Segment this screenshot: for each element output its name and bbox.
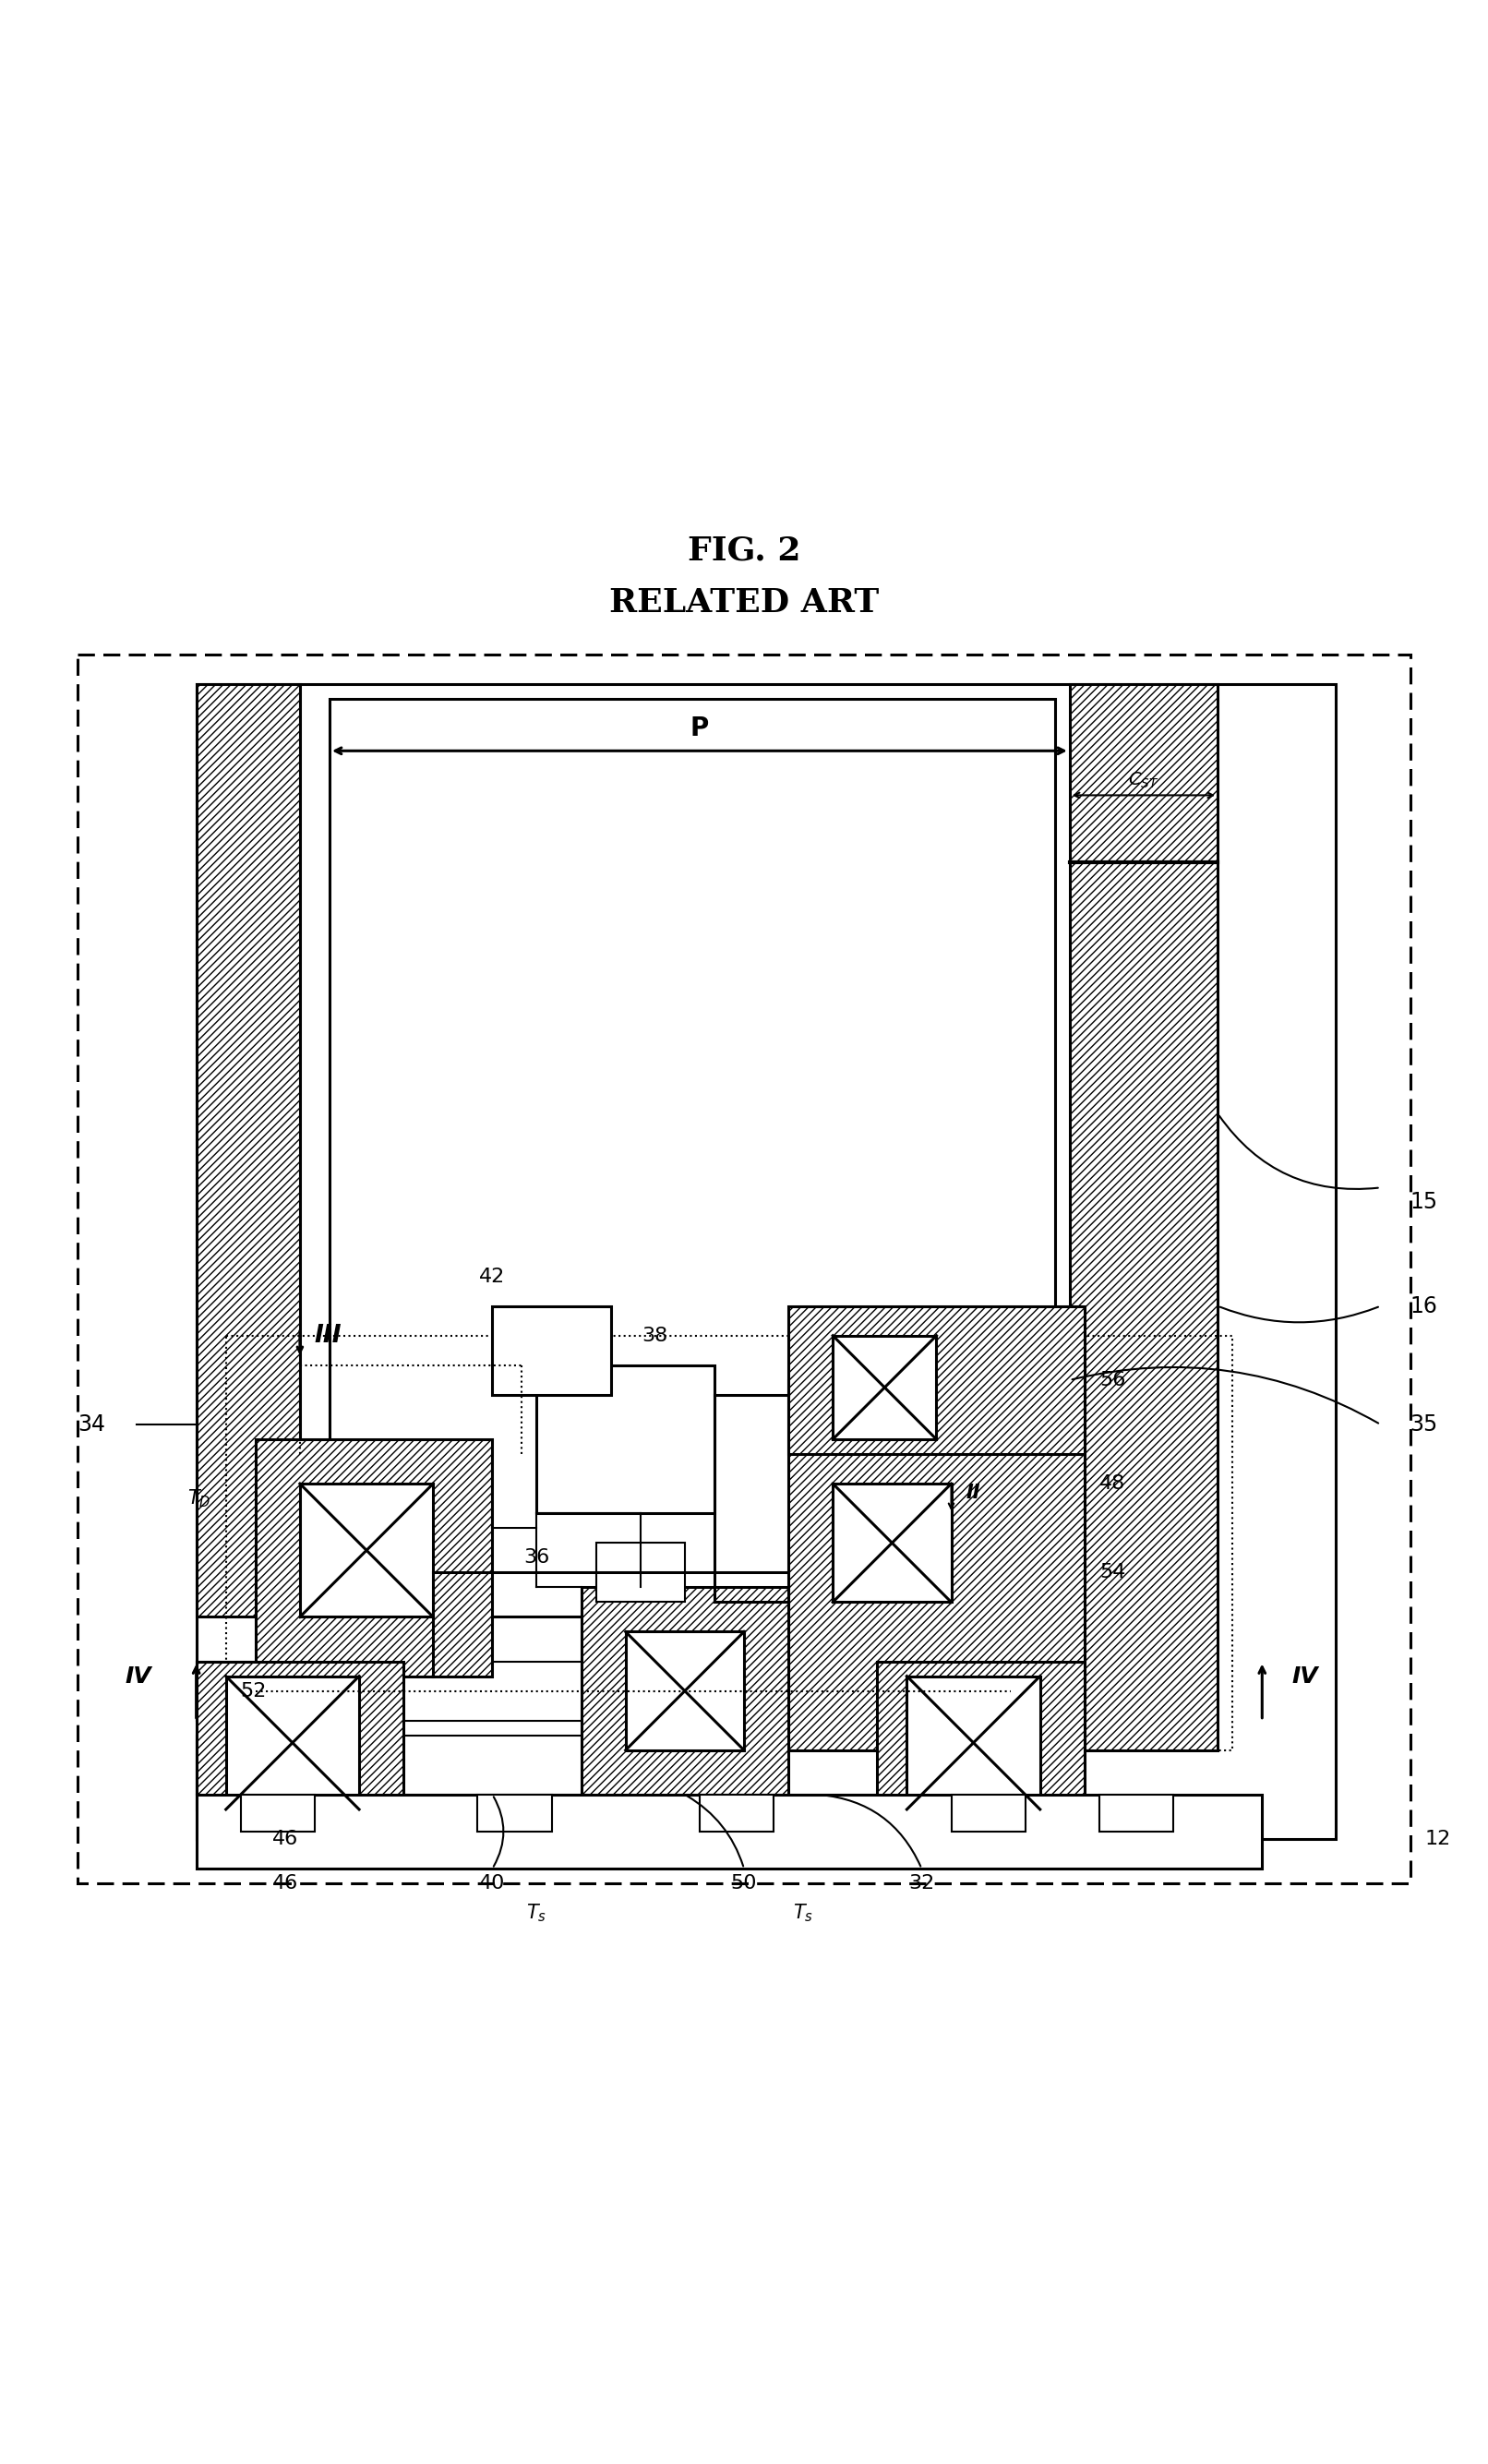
Bar: [625, 1631, 744, 1749]
Text: $T_s$: $T_s$: [527, 1902, 548, 1924]
Text: 42: 42: [479, 1266, 506, 1286]
Bar: [1100, 1794, 1174, 1831]
Bar: [256, 1439, 493, 1676]
Bar: [951, 1794, 1025, 1831]
Text: 52: 52: [241, 1683, 266, 1700]
Text: 34: 34: [77, 1414, 106, 1437]
Bar: [789, 1380, 1085, 1749]
Bar: [196, 685, 1336, 1838]
Bar: [789, 1306, 1085, 1454]
Bar: [1070, 685, 1217, 1749]
Bar: [906, 1676, 1040, 1809]
Bar: [833, 1335, 936, 1439]
Bar: [196, 1661, 403, 1809]
Bar: [196, 685, 301, 1616]
Text: 32: 32: [909, 1875, 934, 1892]
Bar: [699, 1794, 774, 1831]
Text: FIG. 2: FIG. 2: [687, 535, 801, 567]
Text: 56: 56: [1100, 1370, 1125, 1390]
Text: 15: 15: [1411, 1190, 1437, 1212]
Bar: [196, 1735, 1070, 1794]
Text: 12: 12: [1426, 1831, 1451, 1848]
Text: $C_{ST}$: $C_{ST}$: [1128, 771, 1159, 791]
Bar: [329, 700, 1055, 1616]
Text: 54: 54: [1100, 1562, 1125, 1582]
Bar: [493, 1306, 610, 1395]
Bar: [478, 1794, 552, 1831]
Text: IV: IV: [1292, 1666, 1318, 1688]
Text: 46: 46: [272, 1831, 298, 1848]
Text: 46: 46: [272, 1875, 298, 1892]
Text: $T_D$: $T_D$: [187, 1488, 211, 1510]
Bar: [77, 655, 1411, 1882]
Text: P: P: [690, 715, 708, 742]
Text: 50: 50: [731, 1875, 757, 1892]
Text: 16: 16: [1411, 1296, 1437, 1318]
Bar: [241, 1794, 314, 1831]
Text: 35: 35: [1411, 1414, 1437, 1437]
Text: 36: 36: [524, 1547, 549, 1567]
Text: III: III: [314, 1323, 342, 1348]
Bar: [582, 1587, 789, 1794]
Text: RELATED ART: RELATED ART: [609, 586, 879, 618]
Text: 48: 48: [1100, 1473, 1125, 1493]
Bar: [833, 1483, 951, 1602]
Bar: [226, 1676, 359, 1809]
Bar: [301, 1483, 433, 1616]
Bar: [878, 1661, 1085, 1809]
Bar: [537, 1365, 714, 1513]
Bar: [196, 1661, 1070, 1720]
Text: 40: 40: [479, 1875, 506, 1892]
Bar: [226, 1335, 1232, 1749]
Text: II: II: [966, 1483, 981, 1503]
Bar: [196, 1794, 1262, 1868]
Text: IV: IV: [125, 1666, 152, 1688]
Text: $T_s$: $T_s$: [793, 1902, 814, 1924]
Bar: [597, 1542, 684, 1602]
Text: 38: 38: [643, 1326, 668, 1345]
